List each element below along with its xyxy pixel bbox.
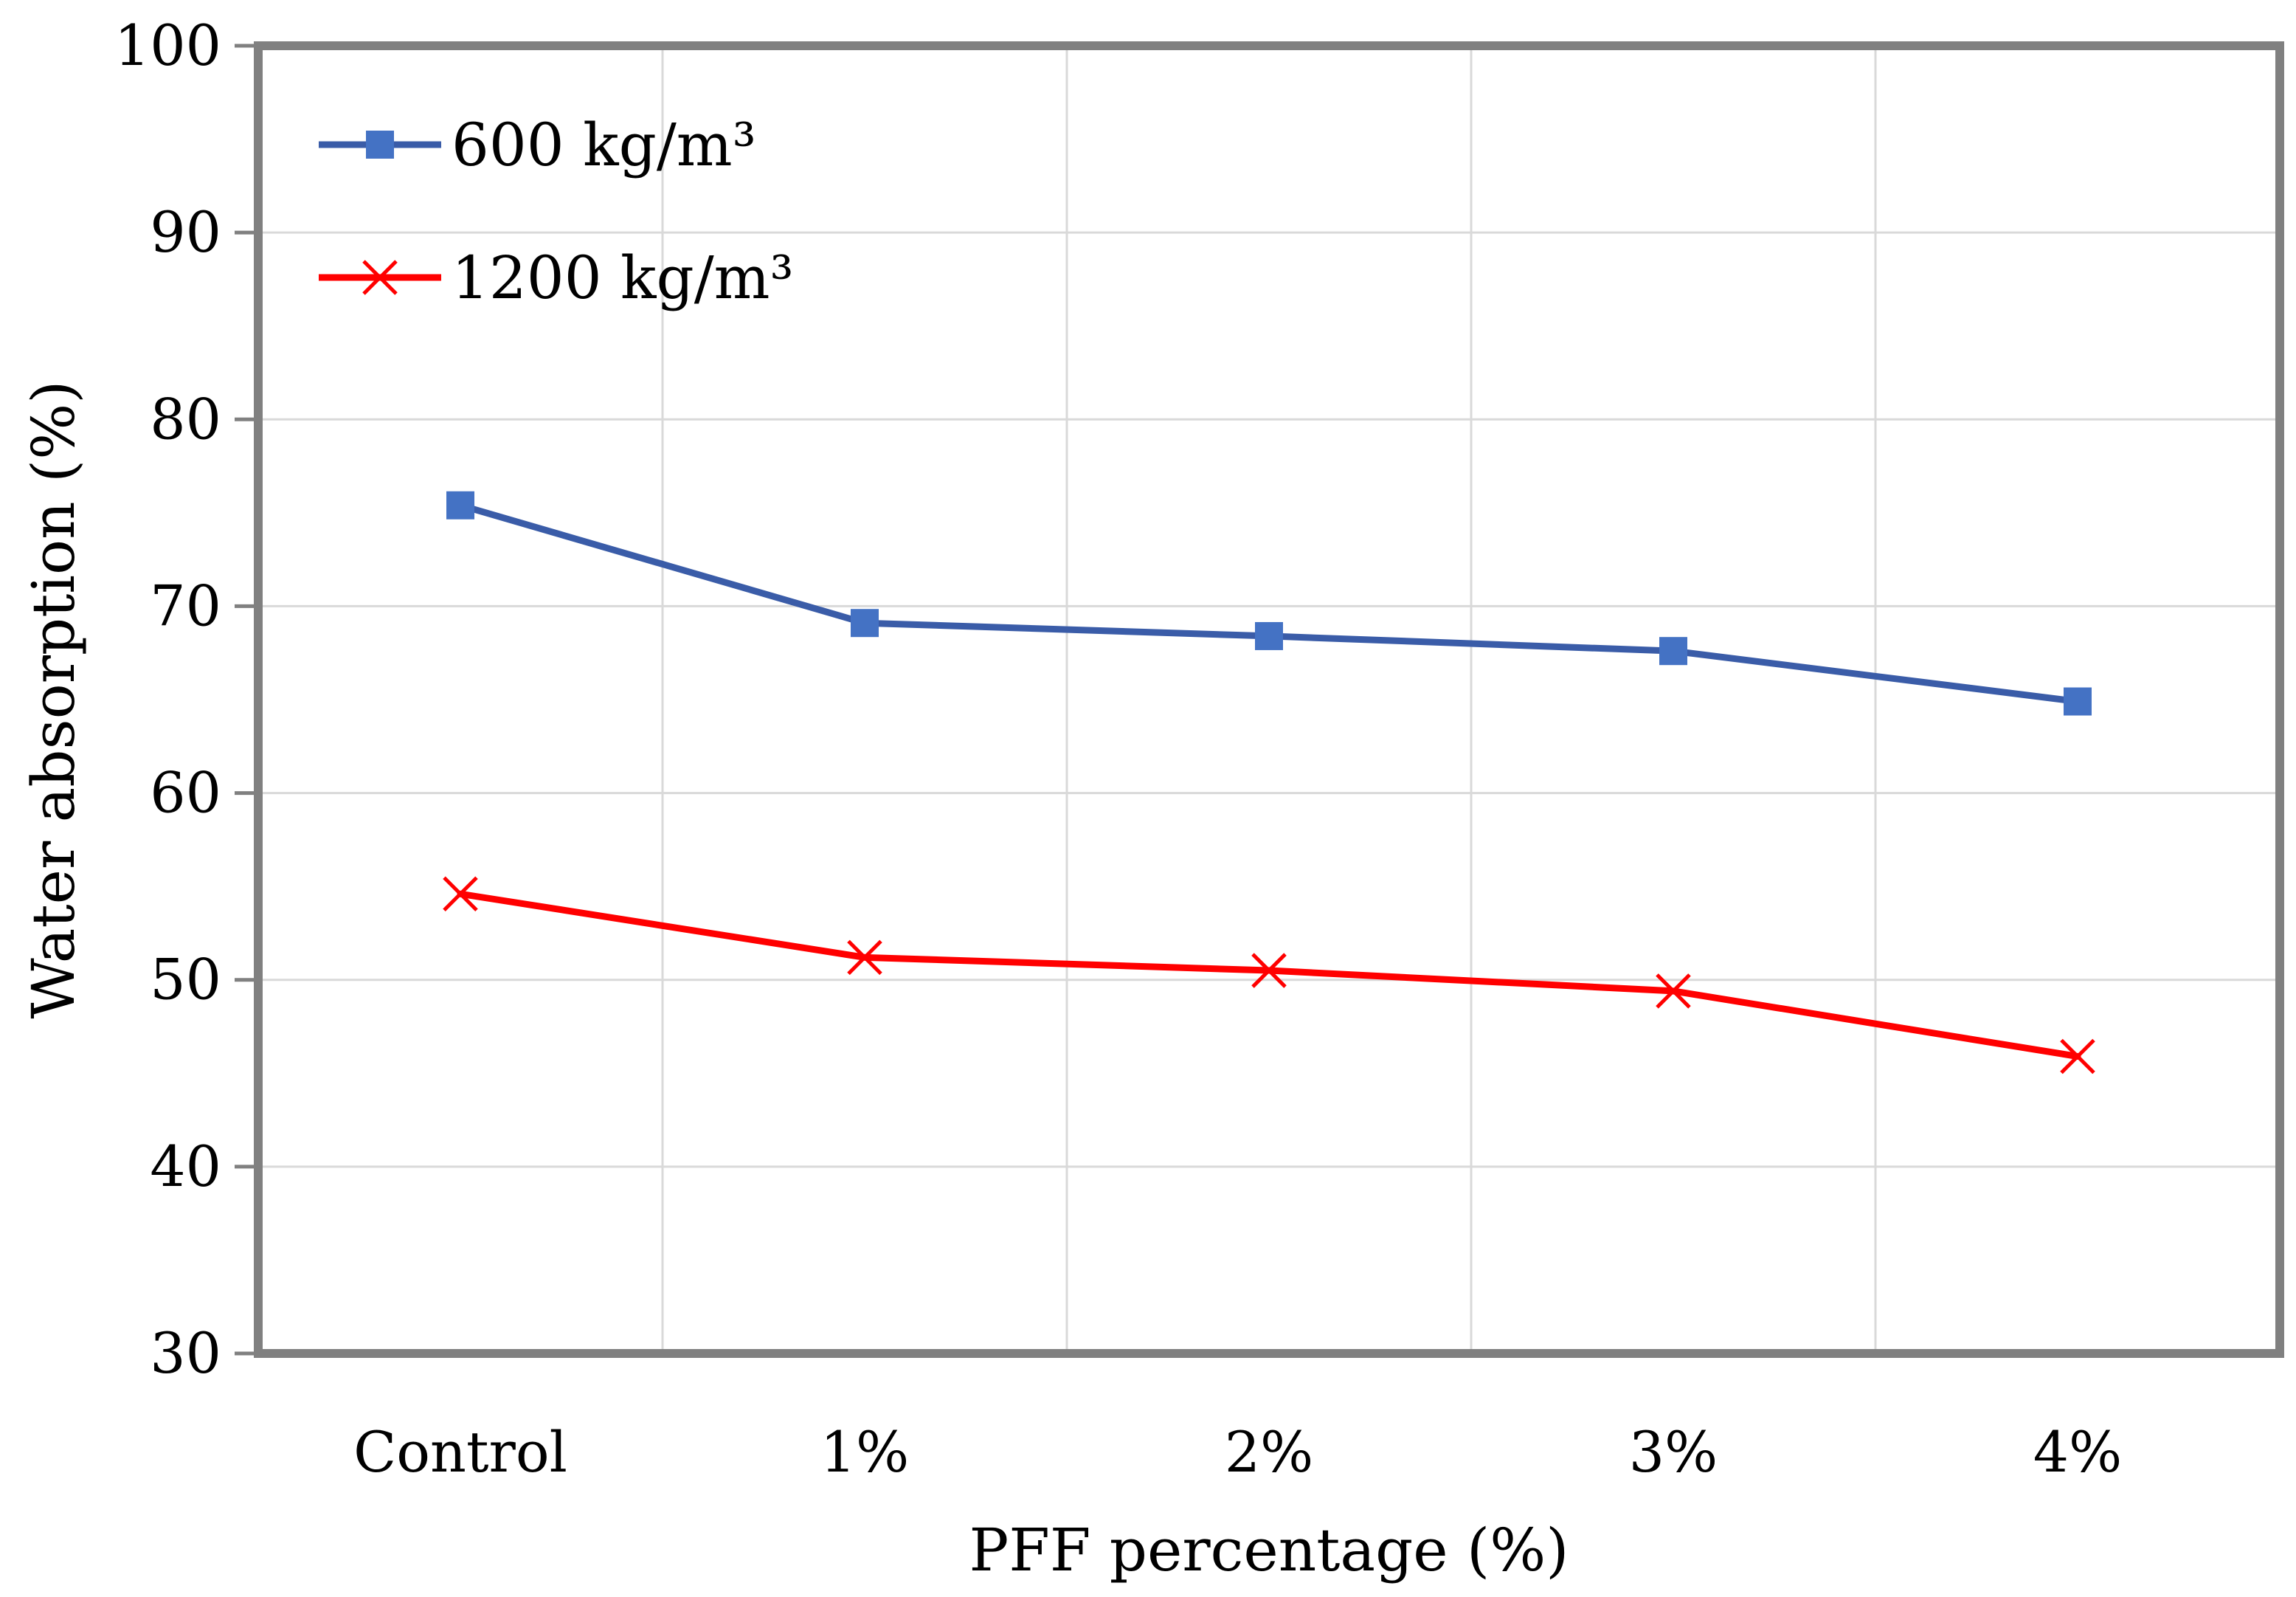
x-axis-title: PFF percentage (%) [969, 1516, 1569, 1584]
data-point-s1-1 [847, 939, 882, 976]
y-tick-label-70: 70 [150, 573, 221, 638]
legend-label-1: 1200 kg/m³ [452, 244, 794, 312]
y-tick-label-30: 30 [150, 1320, 221, 1386]
data-point-s0-2 [1255, 621, 1283, 650]
data-point-s0-1 [851, 609, 879, 638]
legend: 600 kg/m³ 1200 kg/m³ [319, 111, 794, 312]
series-line-1 [457, 890, 2081, 1060]
y-axis-title: Water absorption (%) [19, 381, 88, 1019]
x-tick-label-1: 1% [820, 1419, 910, 1485]
series-line-0 [457, 502, 2081, 706]
x-tick-label-2: 2% [1225, 1419, 1314, 1485]
data-point-s0-4 [2064, 687, 2092, 716]
y-tick-label-80: 80 [150, 386, 221, 452]
data-point-s1-0 [443, 876, 478, 912]
legend-marker-1 [362, 260, 398, 295]
plot-area-border [254, 41, 2284, 1358]
data-point-s1-4 [2060, 1038, 2095, 1075]
y-tick-label-40: 40 [150, 1134, 221, 1199]
y-tick-label-90: 90 [150, 199, 221, 265]
data-point-s0-3 [1659, 637, 1687, 666]
x-tick-label-3: 3% [1629, 1419, 1718, 1485]
data-point-s0-0 [446, 491, 474, 520]
y-tick-label-50: 50 [150, 947, 221, 1013]
y-tick-label-100: 100 [114, 13, 221, 78]
x-tick-label-4: 4% [2033, 1419, 2123, 1485]
legend-label-0: 600 kg/m³ [452, 111, 756, 179]
x-tick-label-0: Control [353, 1419, 567, 1485]
y-axis: 30 40 50 60 70 80 90 100 [114, 13, 258, 1386]
gridlines [258, 46, 2280, 1353]
x-axis: Control 1% 2% 3% 4% [353, 1419, 2122, 1485]
y-tick-label-60: 60 [150, 760, 221, 826]
legend-marker-0 [366, 131, 394, 159]
data-point-s1-3 [1656, 973, 1691, 1009]
data-point-s1-2 [1251, 953, 1287, 988]
series-group [443, 491, 2095, 1075]
